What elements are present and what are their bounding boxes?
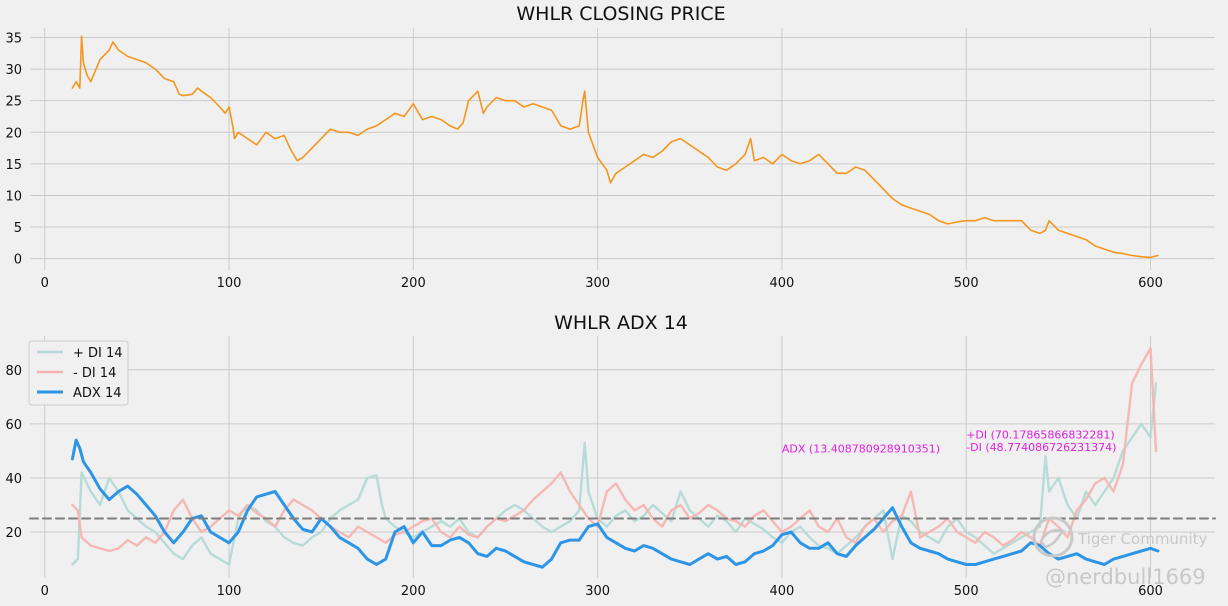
series-line-adx <box>70 438 1160 569</box>
annotations: ADX (13.408780928910351) +DI (70.17865866… <box>782 429 1117 456</box>
x-tick-label: 500 <box>954 584 979 599</box>
x-tick-label: 400 <box>769 584 794 599</box>
y-tick-label: 20 <box>5 526 22 541</box>
x-tick-label: 300 <box>585 584 610 599</box>
x-tick-label: 400 <box>769 276 794 291</box>
x-tick-label: 600 <box>1138 276 1163 291</box>
y-tick-label: 5 <box>14 221 22 236</box>
y-tick-label: 60 <box>5 418 22 433</box>
tiger-logo-icon <box>1032 516 1074 558</box>
x-tick-label: 500 <box>954 276 979 291</box>
x-tick-label: 100 <box>217 276 242 291</box>
grid <box>30 28 1215 270</box>
grid <box>30 336 1215 578</box>
y-tick-label: 80 <box>5 364 22 379</box>
y-tick-label: 35 <box>5 31 22 46</box>
series-line-close <box>71 35 1159 259</box>
y-tick-label: 0 <box>14 253 22 268</box>
watermark-line2: @nerdbull1669 <box>1045 565 1206 589</box>
y-tick-label: 30 <box>5 63 22 78</box>
legend-label-plus-di: + DI 14 <box>73 346 123 361</box>
watermark: Tiger Community @nerdbull1669 <box>1032 516 1207 589</box>
series-line-minus-di <box>71 347 1158 553</box>
x-tick-label: 200 <box>401 584 426 599</box>
tick-labels: 0 100 200 300 400 500 600 0 5 10 15 20 25 30 35 <box>5 31 1162 291</box>
y-tick-label: 40 <box>5 472 22 487</box>
y-tick-label: 15 <box>5 158 22 173</box>
x-tick-label: 0 <box>41 584 49 599</box>
annotation-mdi: -DI (48.774086726231374) <box>966 441 1116 454</box>
legend-frame <box>28 340 129 406</box>
x-tick-label: 300 <box>585 276 610 291</box>
x-tick-label: 100 <box>217 584 242 599</box>
annotation-pdi: +DI (70.17865866832281) <box>966 429 1114 442</box>
legend: + DI 14 - DI 14 ADX 14 <box>28 340 129 406</box>
x-tick-label: 200 <box>401 276 426 291</box>
y-tick-label: 20 <box>5 126 22 141</box>
y-tick-label: 25 <box>5 95 22 110</box>
x-tick-label: 0 <box>41 276 49 291</box>
watermark-line1: Tiger Community <box>1077 530 1207 548</box>
y-tick-label: 10 <box>5 189 22 204</box>
series-layer <box>71 35 1159 259</box>
x-tick-label: 600 <box>1138 584 1163 599</box>
closing-price-chart: WHLR CLOSING PRICE 0 100 200 300 400 500 600 0 5… <box>5 3 1215 291</box>
legend-label-adx: ADX 14 <box>73 386 121 401</box>
adx-chart: WHLR ADX 14 0 100 200 300 400 500 60020406080 … <box>5 312 1216 599</box>
tick-labels: 0 100 200 300 400 500 600 20 40 60 80 <box>5 364 1162 599</box>
annotation-adx: ADX (13.408780928910351) <box>782 442 940 455</box>
series-layer <box>29 347 1216 569</box>
chart-title: WHLR CLOSING PRICE <box>516 3 725 25</box>
chart-title: WHLR ADX 14 <box>554 312 688 334</box>
legend-label-minus-di: - DI 14 <box>73 366 116 381</box>
